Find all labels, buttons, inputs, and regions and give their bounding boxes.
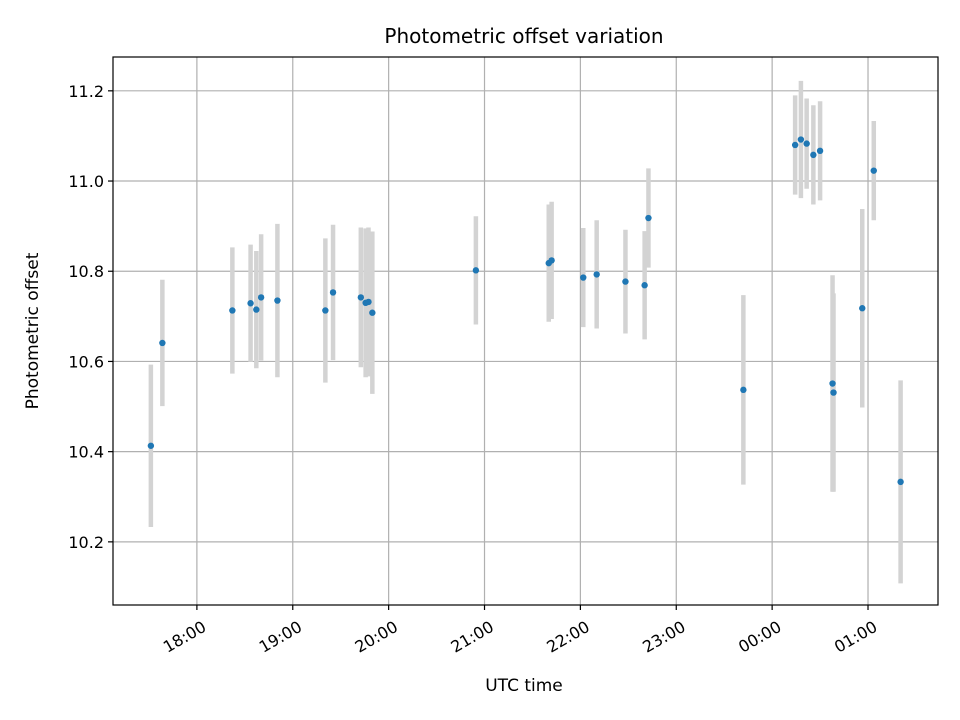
data-point [897, 478, 904, 486]
plot-frame [112, 56, 939, 606]
y-tick-label: 10.2 [68, 533, 104, 552]
y-tick-label: 10.8 [68, 262, 104, 281]
data-point [797, 136, 805, 143]
data-point [322, 307, 329, 314]
y-tick-label: 11.2 [68, 82, 104, 101]
y-tick-label: 11.0 [68, 172, 104, 191]
data-point [357, 294, 365, 301]
data-point [147, 442, 155, 449]
y-axis-label: Photometric offset [23, 252, 43, 409]
data-point [622, 278, 629, 285]
data-point [740, 386, 747, 394]
data-point [829, 380, 836, 387]
data-point [548, 257, 555, 264]
data-point [580, 274, 587, 281]
y-tick-label: 10.6 [68, 352, 104, 371]
data-point [329, 289, 337, 296]
data-point [830, 389, 837, 396]
data-point [816, 147, 824, 155]
y-tick-label: 10.4 [68, 443, 104, 462]
data-point [472, 267, 480, 274]
data-point [641, 282, 648, 289]
data-point [369, 309, 376, 316]
chart-title: Photometric offset variation [384, 24, 663, 48]
data-point [810, 151, 817, 159]
y-axis: 10.2 10.4 10.6 10.8 11.0 11.2 [68, 82, 113, 552]
data-point [870, 167, 877, 174]
data-point [253, 306, 260, 313]
data-point [645, 214, 652, 222]
data-point [274, 297, 281, 304]
data-points [147, 136, 904, 486]
data-point [791, 141, 799, 149]
data-point [159, 339, 166, 347]
data-point [859, 305, 866, 312]
x-axis-label: UTC time [485, 676, 563, 696]
data-point [803, 140, 810, 147]
data-point [257, 294, 265, 301]
data-point [593, 271, 600, 278]
data-point [247, 300, 254, 307]
data-point [229, 307, 236, 314]
data-point [365, 298, 372, 306]
